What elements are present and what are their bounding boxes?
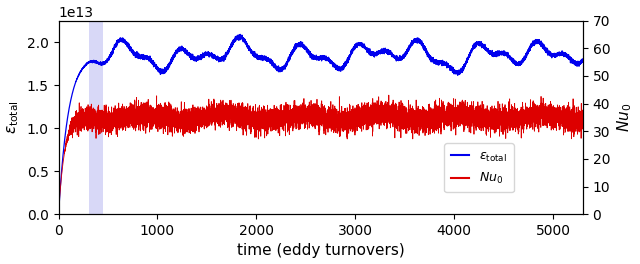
X-axis label: time (eddy turnovers): time (eddy turnovers) <box>237 243 404 258</box>
Y-axis label: $\varepsilon_\mathrm{total}$: $\varepsilon_\mathrm{total}$ <box>6 101 21 134</box>
Bar <box>89 21 103 214</box>
Y-axis label: $Nu_0$: $Nu_0$ <box>616 103 634 132</box>
Legend: $\varepsilon_\mathrm{total}$, $Nu_0$: $\varepsilon_\mathrm{total}$, $Nu_0$ <box>444 143 514 192</box>
